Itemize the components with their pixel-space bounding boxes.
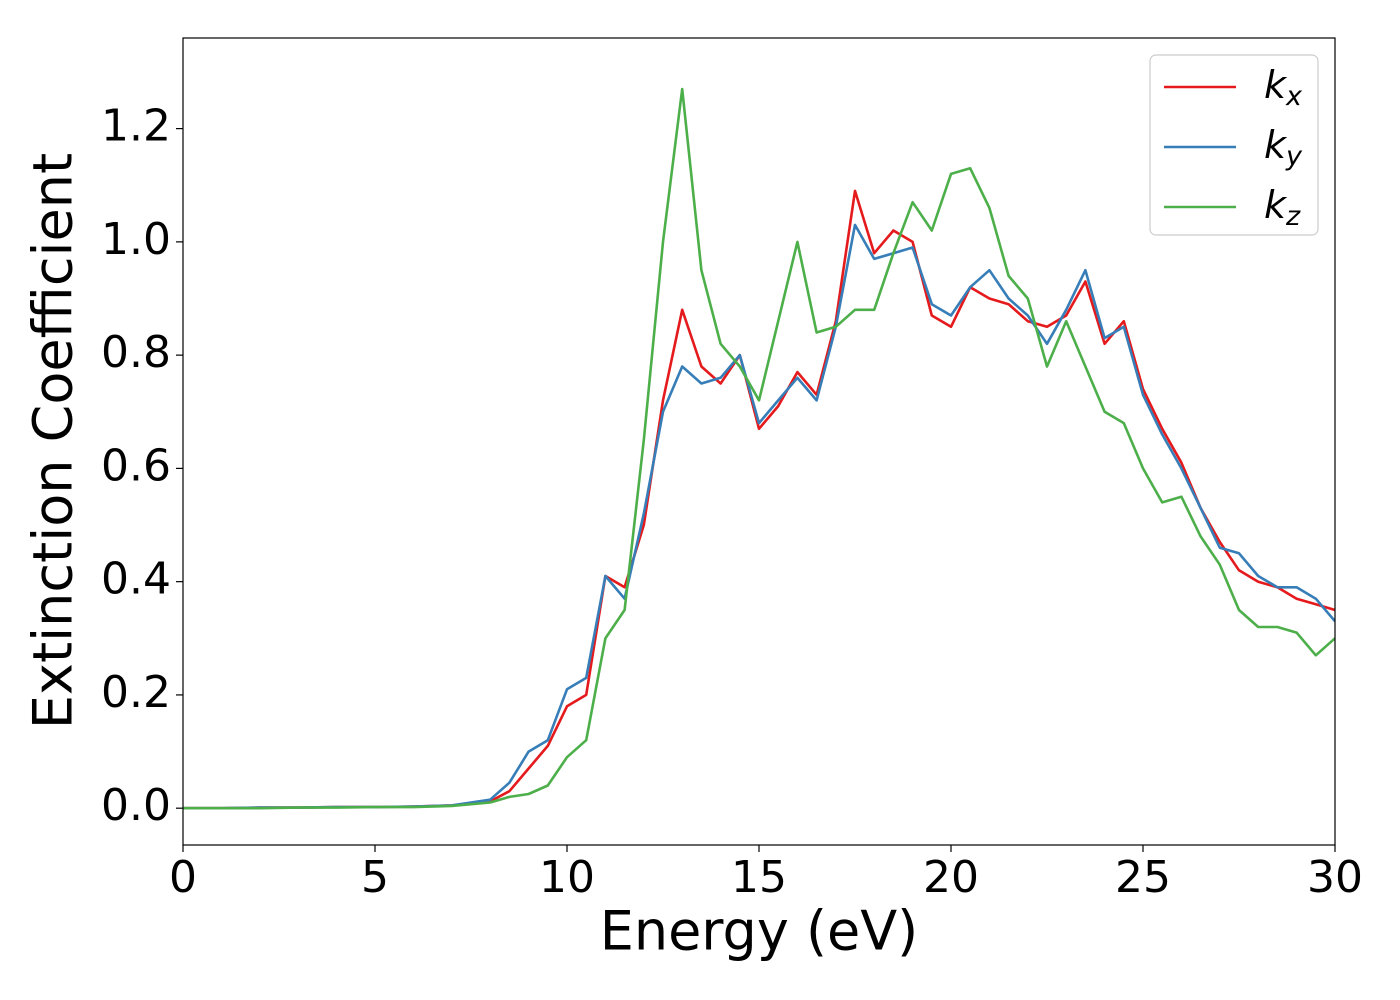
legend-label: kx <box>1264 63 1303 112</box>
legend-label-main: k <box>1264 63 1288 107</box>
x-tick-label: 30 <box>1307 852 1363 903</box>
legend-label-main: k <box>1264 123 1288 167</box>
y-tick-label: 0.4 <box>101 554 171 605</box>
y-tick-label: 0.0 <box>101 780 171 831</box>
data-line <box>183 189 1335 810</box>
y-tick-label: 1.0 <box>101 214 171 265</box>
y-tick-label: 0.2 <box>101 667 171 718</box>
x-tick-label: 5 <box>361 852 389 903</box>
legend-label-main: k <box>1264 183 1288 227</box>
plot-frame <box>182 37 1336 846</box>
x-axis-label: Energy (eV) <box>600 900 919 963</box>
x-tick-label: 0 <box>169 852 197 903</box>
x-tick-label: 15 <box>731 852 787 903</box>
y-tick-label: 0.6 <box>101 440 171 491</box>
y-tick-label: 1.2 <box>101 101 171 152</box>
y-axis-label: Extinction Coefficient <box>22 153 85 729</box>
legend-label-sub: y <box>1285 141 1303 172</box>
legend-label-sub: x <box>1285 81 1303 112</box>
legend-label: kz <box>1264 183 1301 232</box>
data-line <box>183 223 1335 810</box>
x-tick-label: 20 <box>923 852 979 903</box>
legend-label: ky <box>1264 123 1303 172</box>
data-line <box>183 87 1335 810</box>
x-tick-label: 25 <box>1115 852 1171 903</box>
legend-box <box>1149 54 1319 236</box>
x-tick-label: 10 <box>539 852 595 903</box>
y-tick-label: 0.8 <box>101 327 171 378</box>
legend-label-sub: z <box>1285 201 1301 232</box>
